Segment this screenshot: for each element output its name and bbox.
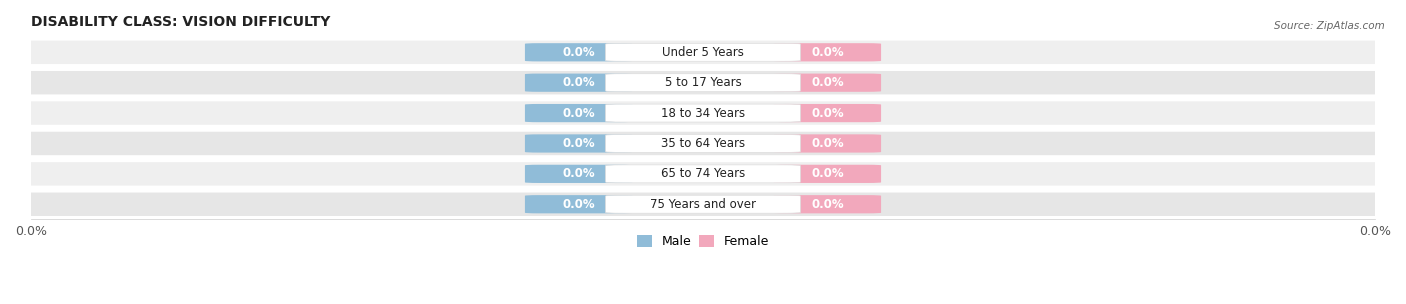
FancyBboxPatch shape — [4, 161, 1402, 187]
FancyBboxPatch shape — [773, 74, 882, 92]
Text: 0.0%: 0.0% — [562, 76, 595, 89]
FancyBboxPatch shape — [524, 43, 633, 61]
FancyBboxPatch shape — [773, 134, 882, 153]
Text: 0.0%: 0.0% — [811, 76, 844, 89]
Text: Source: ZipAtlas.com: Source: ZipAtlas.com — [1274, 21, 1385, 31]
Text: Under 5 Years: Under 5 Years — [662, 46, 744, 59]
Text: 0.0%: 0.0% — [562, 46, 595, 59]
Text: 0.0%: 0.0% — [562, 137, 595, 150]
Text: DISABILITY CLASS: VISION DIFFICULTY: DISABILITY CLASS: VISION DIFFICULTY — [31, 15, 330, 29]
Text: 35 to 64 Years: 35 to 64 Years — [661, 137, 745, 150]
FancyBboxPatch shape — [773, 165, 882, 183]
FancyBboxPatch shape — [773, 104, 882, 122]
FancyBboxPatch shape — [524, 165, 633, 183]
FancyBboxPatch shape — [4, 192, 1402, 217]
Text: 75 Years and over: 75 Years and over — [650, 198, 756, 211]
FancyBboxPatch shape — [773, 195, 882, 213]
FancyBboxPatch shape — [606, 74, 800, 92]
FancyBboxPatch shape — [4, 70, 1402, 95]
FancyBboxPatch shape — [524, 104, 633, 122]
Text: 0.0%: 0.0% — [562, 168, 595, 180]
Text: 0.0%: 0.0% — [811, 107, 844, 119]
FancyBboxPatch shape — [524, 195, 633, 213]
Text: 5 to 17 Years: 5 to 17 Years — [665, 76, 741, 89]
Text: 0.0%: 0.0% — [811, 168, 844, 180]
Legend: Male, Female: Male, Female — [631, 230, 775, 253]
FancyBboxPatch shape — [524, 74, 633, 92]
Text: 0.0%: 0.0% — [811, 46, 844, 59]
FancyBboxPatch shape — [606, 195, 800, 213]
FancyBboxPatch shape — [4, 40, 1402, 65]
FancyBboxPatch shape — [606, 165, 800, 183]
Text: 0.0%: 0.0% — [562, 198, 595, 211]
FancyBboxPatch shape — [773, 43, 882, 61]
FancyBboxPatch shape — [606, 104, 800, 122]
FancyBboxPatch shape — [4, 131, 1402, 156]
FancyBboxPatch shape — [606, 43, 800, 61]
Text: 0.0%: 0.0% — [562, 107, 595, 119]
Text: 18 to 34 Years: 18 to 34 Years — [661, 107, 745, 119]
FancyBboxPatch shape — [606, 134, 800, 152]
FancyBboxPatch shape — [524, 134, 633, 153]
Text: 0.0%: 0.0% — [811, 198, 844, 211]
Text: 65 to 74 Years: 65 to 74 Years — [661, 168, 745, 180]
Text: 0.0%: 0.0% — [811, 137, 844, 150]
FancyBboxPatch shape — [4, 100, 1402, 126]
